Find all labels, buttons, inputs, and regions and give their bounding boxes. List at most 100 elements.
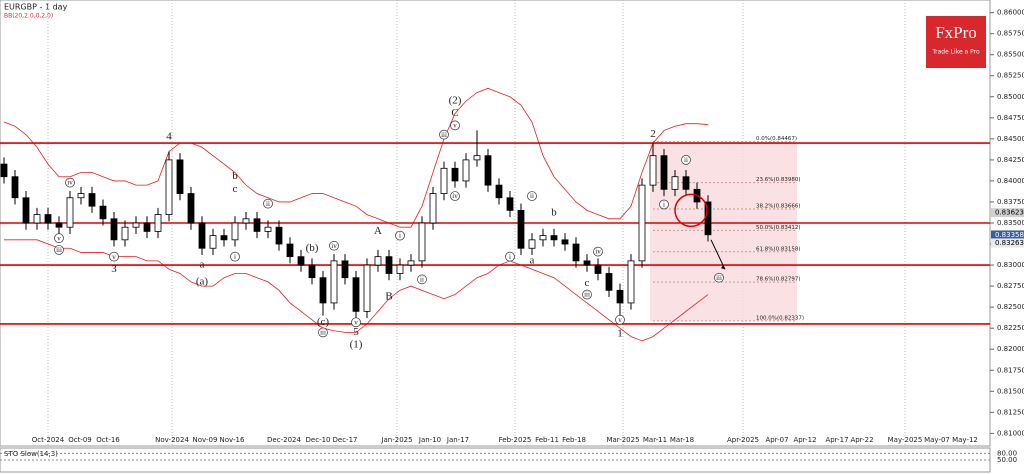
candle-body [99, 205, 107, 220]
wave-label-circled: v [57, 234, 61, 242]
y-tick-label: 0.83500 [997, 219, 1024, 227]
wave-circle [714, 272, 724, 283]
wave-circle [329, 240, 339, 251]
wave-circle [439, 129, 449, 140]
logo-box [926, 16, 986, 68]
highlight [674, 193, 708, 228]
wave-label-circled: iii [441, 131, 447, 139]
y-tick-label: 0.85250 [997, 72, 1024, 80]
wave-circle [659, 199, 669, 210]
y-tick-label: 0.84500 [997, 135, 1024, 143]
candle-body [627, 260, 635, 304]
candle-body [407, 260, 415, 266]
wave-circle [527, 191, 537, 201]
wave-circle [417, 274, 427, 285]
candle-body [286, 243, 294, 258]
wave-circle [65, 177, 75, 188]
wave-label-circled: ii [684, 156, 688, 164]
candle-body [77, 193, 85, 199]
wave-circle [263, 198, 273, 209]
candle-body [220, 235, 228, 241]
logo: FxPro [935, 23, 977, 42]
arrow [710, 239, 726, 270]
wave-label: C [451, 107, 458, 119]
wave-label-circled: iv [595, 248, 601, 256]
price-tag-label: 0.83358 [995, 231, 1024, 239]
x-tick-label: May-2025 [888, 436, 923, 444]
y-tick-label: 0.84750 [997, 114, 1024, 122]
y-tick-label: 0.81000 [997, 429, 1024, 437]
wave-circle [318, 327, 328, 338]
candle-body [0, 163, 8, 178]
wave-label: 5 [353, 326, 359, 338]
x-tick-label: Dec-17 [333, 436, 358, 444]
candle-body [132, 222, 140, 228]
fib-label: 78.6%(0.82797) [756, 277, 801, 283]
wave-label-circled: ii [530, 192, 534, 200]
y-tick-label: 0.81500 [997, 387, 1024, 395]
bollinger-band [4, 239, 709, 342]
wave-label: 4 [166, 131, 172, 143]
candle-body [429, 193, 437, 224]
wave-circle [450, 191, 460, 201]
wave-label-circled: v [618, 316, 622, 324]
y-tick-label: 0.82250 [997, 324, 1024, 332]
fib-label: 61.8%(0.83158) [756, 246, 801, 252]
candle-body [484, 155, 492, 186]
x-tick-label: May-12 [952, 436, 978, 444]
candle-body [550, 235, 558, 241]
fib-label: 50.0%(0.83412) [756, 225, 801, 231]
candle-body [638, 184, 646, 262]
wave-label: (1) [350, 339, 363, 351]
candle-body [451, 167, 459, 182]
candle-body [66, 197, 74, 228]
x-tick-label: Mar-2025 [606, 436, 639, 444]
candle-body [22, 197, 30, 224]
wave-label-circled: iii [320, 329, 326, 337]
candle-body [44, 214, 52, 224]
wave-label: c [233, 183, 238, 195]
candle-body [418, 222, 426, 262]
wave-label-circled: iii [56, 246, 62, 254]
candle-body [231, 222, 239, 241]
candle-body [594, 264, 602, 274]
wave-label-circled: i [509, 253, 511, 261]
wave-label-circled: iv [67, 179, 73, 187]
x-tick-label: Oct-16 [96, 436, 120, 444]
candle-body [154, 214, 162, 232]
x-tick-label: Mar-11 [643, 436, 667, 444]
x-tick-label: Apr-12 [793, 436, 816, 444]
candle-body [671, 176, 679, 190]
candle-body [308, 264, 316, 279]
candle-body [209, 235, 217, 249]
wave-label: 2 [650, 128, 656, 140]
candle-body [660, 155, 668, 190]
candle-body [506, 197, 514, 211]
x-tick-label: Feb-11 [535, 436, 559, 444]
fib-label: 38.2%(0.83666) [756, 204, 801, 210]
y-tick-label: 0.83000 [997, 261, 1024, 269]
x-tick-label: Jan-17 [446, 436, 469, 444]
wave-label: b [232, 170, 238, 182]
y-tick-label: 0.84000 [997, 177, 1024, 185]
bollinger-band [3, 87, 709, 228]
candle-body [121, 226, 129, 241]
x-tick-label: Dec-2024 [267, 436, 301, 444]
candle-body [561, 239, 569, 245]
candle-body [682, 176, 690, 190]
x-tick-label: Apr-22 [850, 436, 873, 444]
wave-label-circled: iii [584, 291, 590, 299]
fib-label: 0.0%(0.84467) [756, 136, 797, 142]
candle-body [616, 289, 624, 304]
wave-circle [450, 120, 460, 131]
x-tick-label: Jan-10 [418, 436, 441, 444]
wave-circle [505, 251, 515, 262]
wave-label-circled: ii [420, 275, 424, 283]
candle-body [55, 222, 63, 228]
price-tag [991, 230, 1024, 240]
candle-body [88, 193, 96, 207]
candle-body [330, 260, 338, 304]
x-tick-label: Apr-2025 [727, 436, 759, 444]
wave-label-circled: iv [331, 242, 337, 250]
